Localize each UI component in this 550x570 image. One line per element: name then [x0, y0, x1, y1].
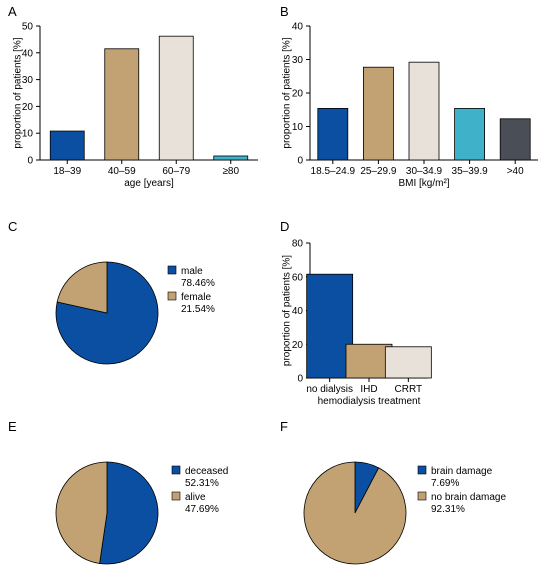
x-axis-title: age [years]: [124, 178, 174, 189]
legend-swatch: [171, 491, 181, 501]
legend-label: no brain damage: [431, 492, 506, 503]
legend-swatch: [171, 465, 181, 475]
bar: [158, 35, 194, 161]
pie-slice: [99, 461, 159, 565]
y-tick-label: 40: [22, 48, 34, 59]
legend-value: 7.69%: [431, 478, 459, 489]
x-tick-label: ≥80: [222, 166, 239, 177]
x-tick-label: 18.5–24.9: [311, 166, 356, 177]
y-tick-label: 0: [297, 374, 303, 385]
bar: [104, 48, 140, 161]
bar: [213, 155, 249, 161]
y-tick-label: 40: [292, 22, 304, 33]
y-tick-label: 30: [22, 75, 34, 86]
legend-swatch: [167, 265, 177, 275]
y-tick-label: 10: [22, 129, 34, 140]
legend-label: brain damage: [431, 466, 493, 477]
x-tick-label: IHD: [360, 384, 377, 395]
bar: [408, 61, 440, 161]
y-axis-title: proportion of patients [%]: [12, 37, 23, 148]
pie-slice: [303, 461, 407, 565]
x-tick-label: 35–39.9: [452, 166, 489, 177]
legend-label: alive: [185, 492, 206, 503]
legend-label: male: [181, 266, 203, 277]
legend-value: 47.69%: [185, 504, 219, 515]
x-tick-label: 18–39: [53, 166, 81, 177]
y-tick-label: 30: [292, 55, 304, 66]
x-tick-label: 60–79: [162, 166, 190, 177]
legend-label: female: [181, 292, 211, 303]
y-tick-label: 0: [27, 156, 33, 167]
bar: [306, 273, 354, 379]
x-tick-label: 25–29.9: [360, 166, 397, 177]
pie-slice: [56, 261, 108, 314]
panel-label-e: E: [8, 419, 17, 434]
bar: [317, 108, 349, 161]
x-axis-title: BMI [kg/m²]: [398, 178, 449, 189]
y-tick-label: 20: [292, 340, 304, 351]
y-tick-label: 60: [292, 272, 304, 283]
x-tick-label: 40–59: [108, 166, 136, 177]
legend-value: 21.54%: [181, 304, 215, 315]
y-axis-title: proportion of patients [%]: [281, 37, 292, 148]
x-tick-label: 30–34.9: [406, 166, 443, 177]
legend-value: 92.31%: [431, 504, 465, 515]
panel-label-f: F: [280, 419, 288, 434]
pie-slice: [55, 461, 108, 564]
bar: [49, 130, 85, 161]
y-tick-label: 80: [292, 239, 304, 250]
legend-value: 52.31%: [185, 478, 219, 489]
y-tick-label: 20: [292, 89, 304, 100]
legend-swatch: [417, 491, 427, 501]
y-tick-label: 20: [22, 102, 34, 113]
panel-label-b: B: [280, 4, 289, 19]
y-tick-label: 0: [297, 156, 303, 167]
y-axis-title: proportion of patients [%]: [281, 255, 292, 366]
x-tick-label: >40: [507, 166, 524, 177]
y-tick-label: 40: [292, 306, 304, 317]
bar: [384, 346, 432, 379]
bar: [499, 118, 531, 161]
panel-label-d: D: [280, 219, 289, 234]
x-axis-title: hemodialysis treatment: [318, 396, 421, 407]
legend-swatch: [167, 291, 177, 301]
panel-label-a: A: [8, 4, 17, 19]
y-tick-label: 50: [22, 22, 34, 33]
pie-slice: [55, 261, 159, 365]
panel-label-c: C: [8, 219, 17, 234]
x-tick-label: no dialysis: [306, 384, 353, 395]
y-tick-label: 10: [292, 122, 304, 133]
legend-swatch: [417, 465, 427, 475]
bar: [454, 108, 486, 161]
bar: [362, 66, 394, 161]
legend-value: 78.46%: [181, 278, 215, 289]
legend-label: deceased: [185, 466, 228, 477]
x-tick-label: CRRT: [395, 384, 423, 395]
